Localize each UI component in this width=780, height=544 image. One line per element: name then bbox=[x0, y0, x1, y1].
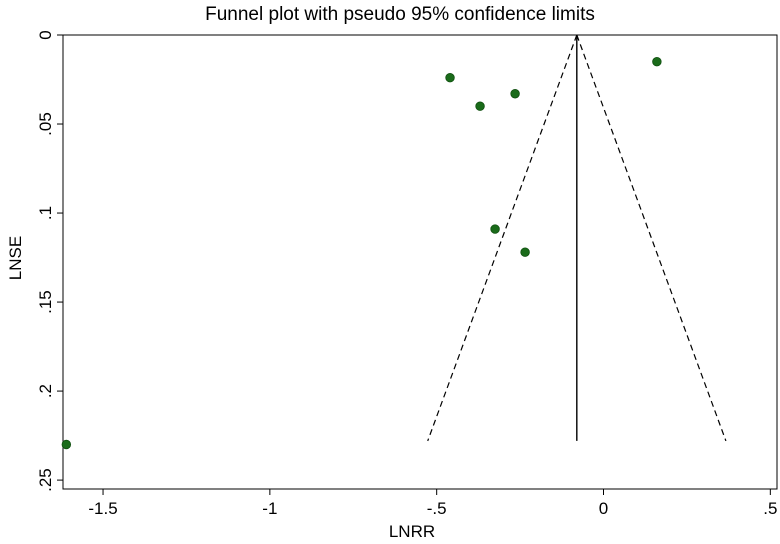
x-tick-label: 0 bbox=[599, 499, 608, 518]
y-axis-label: LNSE bbox=[6, 236, 25, 280]
y-tick-label: .05 bbox=[36, 112, 55, 136]
chart-title: Funnel plot with pseudo 95% confidence l… bbox=[205, 4, 595, 25]
data-point bbox=[510, 89, 520, 99]
x-tick-label: .5 bbox=[763, 499, 777, 518]
y-tick-label: .15 bbox=[36, 290, 55, 314]
lower-confidence-limit bbox=[427, 34, 578, 442]
data-point bbox=[520, 247, 530, 257]
data-point bbox=[652, 57, 662, 67]
data-point bbox=[445, 73, 455, 83]
x-axis-label: LNRR bbox=[389, 522, 435, 541]
data-point bbox=[475, 101, 485, 111]
y-tick-label: .1 bbox=[36, 206, 55, 220]
data-point bbox=[61, 439, 72, 450]
data-points bbox=[61, 57, 662, 450]
x-tick-label: -1.5 bbox=[88, 499, 117, 518]
y-tick-label: .25 bbox=[36, 468, 55, 492]
data-point bbox=[490, 224, 500, 234]
y-tick-label: 0 bbox=[36, 30, 55, 39]
plot-area-frame bbox=[62, 34, 778, 490]
upper-confidence-limit bbox=[576, 34, 727, 442]
x-tick-label: -1 bbox=[262, 499, 277, 518]
x-tick-label: -.5 bbox=[427, 499, 447, 518]
axis-ticks: -1.5 -1 -.5 0 .5 0 .05 .1 .15 .2 .25 bbox=[36, 30, 777, 518]
funnel-lines bbox=[427, 34, 727, 442]
y-tick-label: .2 bbox=[36, 384, 55, 398]
